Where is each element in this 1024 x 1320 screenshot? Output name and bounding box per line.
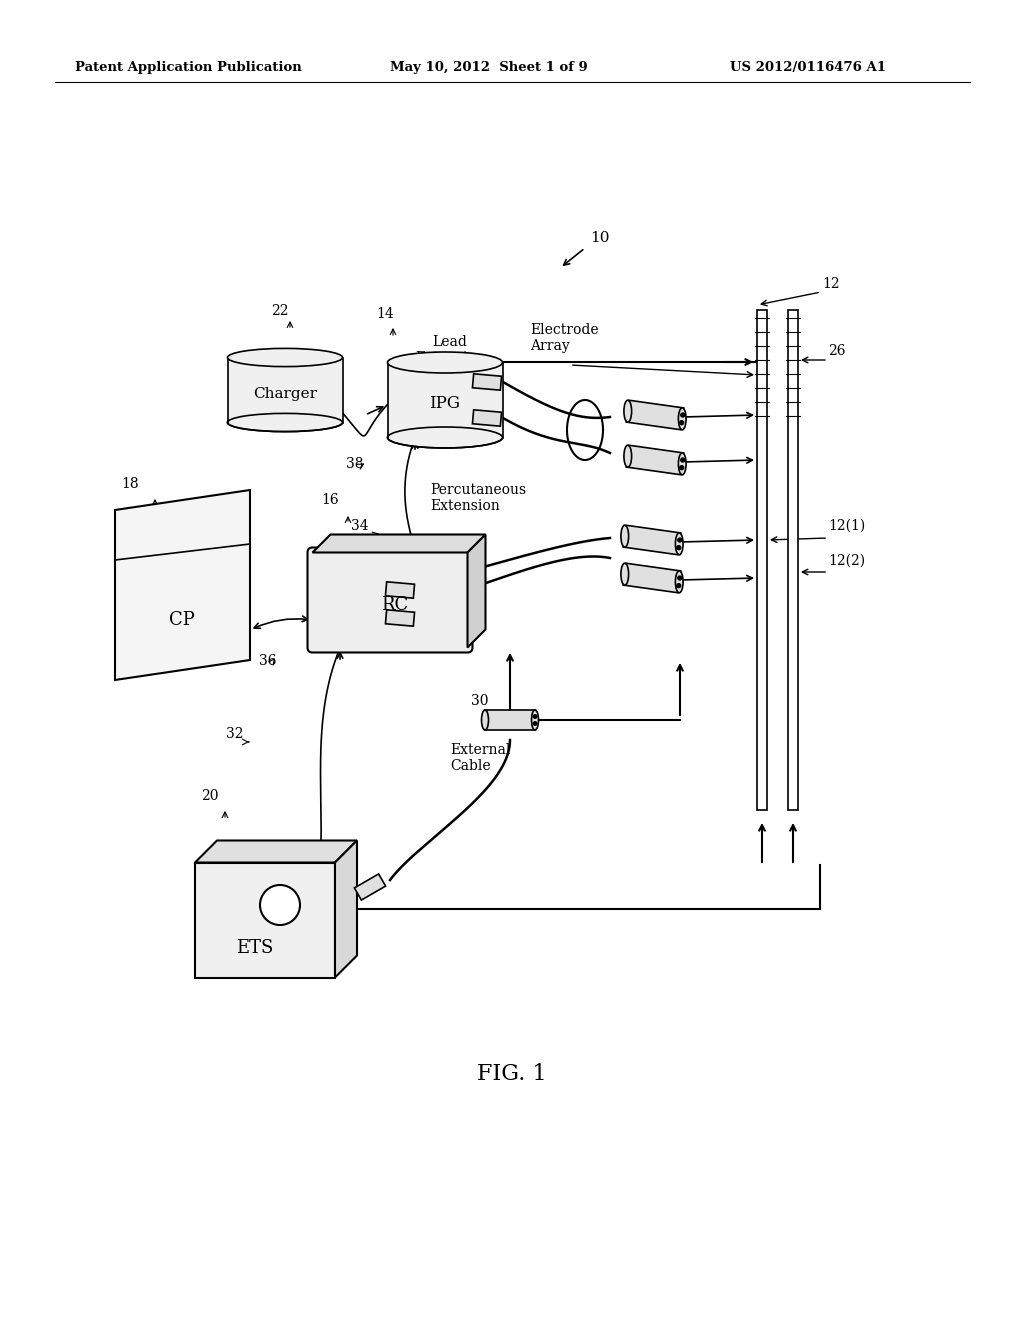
Bar [788, 310, 798, 810]
Text: 12(1): 12(1) [828, 519, 865, 533]
Ellipse shape [624, 445, 632, 467]
Text: May 10, 2012  Sheet 1 of 9: May 10, 2012 Sheet 1 of 9 [390, 62, 588, 74]
Circle shape [677, 545, 681, 549]
Text: 26: 26 [828, 345, 846, 358]
Text: US 2012/0116476 A1: US 2012/0116476 A1 [730, 62, 886, 74]
Ellipse shape [621, 564, 629, 585]
Text: RC: RC [381, 597, 409, 614]
Polygon shape [195, 841, 357, 862]
FancyBboxPatch shape [307, 548, 472, 652]
Circle shape [681, 413, 685, 417]
Ellipse shape [227, 348, 342, 367]
Text: FIG. 1: FIG. 1 [477, 1063, 547, 1085]
Text: 20: 20 [202, 789, 219, 803]
Polygon shape [385, 610, 415, 626]
Text: IPG: IPG [429, 396, 461, 412]
Text: 22: 22 [271, 304, 289, 318]
Ellipse shape [621, 525, 629, 548]
Text: 16: 16 [322, 492, 339, 507]
Text: Patent Application Publication: Patent Application Publication [75, 62, 302, 74]
Circle shape [534, 722, 537, 725]
Polygon shape [624, 525, 681, 554]
Text: 18: 18 [121, 477, 139, 491]
Text: Electrode
Array: Electrode Array [530, 323, 599, 352]
Ellipse shape [624, 400, 632, 422]
Ellipse shape [481, 710, 488, 730]
Bar [387, 363, 503, 437]
Polygon shape [354, 874, 386, 900]
Text: External
Cable: External Cable [450, 743, 510, 774]
Polygon shape [485, 710, 535, 730]
Polygon shape [472, 409, 502, 426]
Ellipse shape [678, 408, 686, 430]
Text: 28: 28 [376, 619, 394, 634]
Polygon shape [115, 490, 250, 680]
Ellipse shape [387, 352, 503, 374]
Text: 32: 32 [226, 727, 244, 741]
Circle shape [677, 583, 681, 587]
Text: 38: 38 [346, 457, 364, 471]
Text: 12(2): 12(2) [828, 554, 865, 568]
Ellipse shape [387, 426, 503, 447]
Ellipse shape [227, 413, 342, 432]
Polygon shape [627, 400, 684, 430]
Text: 12: 12 [822, 277, 840, 290]
Bar [195, 862, 335, 978]
Text: 24: 24 [456, 379, 474, 393]
Ellipse shape [676, 533, 683, 554]
Polygon shape [312, 535, 485, 553]
Polygon shape [472, 374, 502, 391]
Ellipse shape [531, 710, 539, 730]
Ellipse shape [676, 570, 683, 593]
Circle shape [678, 539, 682, 543]
Polygon shape [335, 841, 357, 978]
Polygon shape [624, 564, 681, 593]
Bar [227, 358, 342, 422]
Text: Percutaneous
Extension: Percutaneous Extension [430, 483, 526, 513]
Text: Lead
Extension: Lead Extension [415, 335, 485, 366]
Polygon shape [385, 582, 415, 598]
Circle shape [260, 884, 300, 925]
Text: CP: CP [169, 611, 195, 630]
Circle shape [680, 421, 684, 425]
Text: 34: 34 [351, 519, 369, 533]
Ellipse shape [678, 453, 686, 475]
Text: Charger: Charger [253, 387, 317, 401]
Text: 14: 14 [376, 308, 394, 321]
Text: ETS: ETS [237, 939, 273, 957]
Polygon shape [468, 535, 485, 648]
Bar [757, 310, 767, 810]
Circle shape [680, 466, 684, 470]
Circle shape [678, 576, 682, 579]
Text: 30: 30 [471, 694, 488, 708]
Polygon shape [627, 445, 684, 475]
Circle shape [534, 714, 537, 718]
Text: 36: 36 [259, 653, 276, 668]
Text: 10: 10 [590, 231, 609, 246]
Circle shape [681, 458, 685, 462]
